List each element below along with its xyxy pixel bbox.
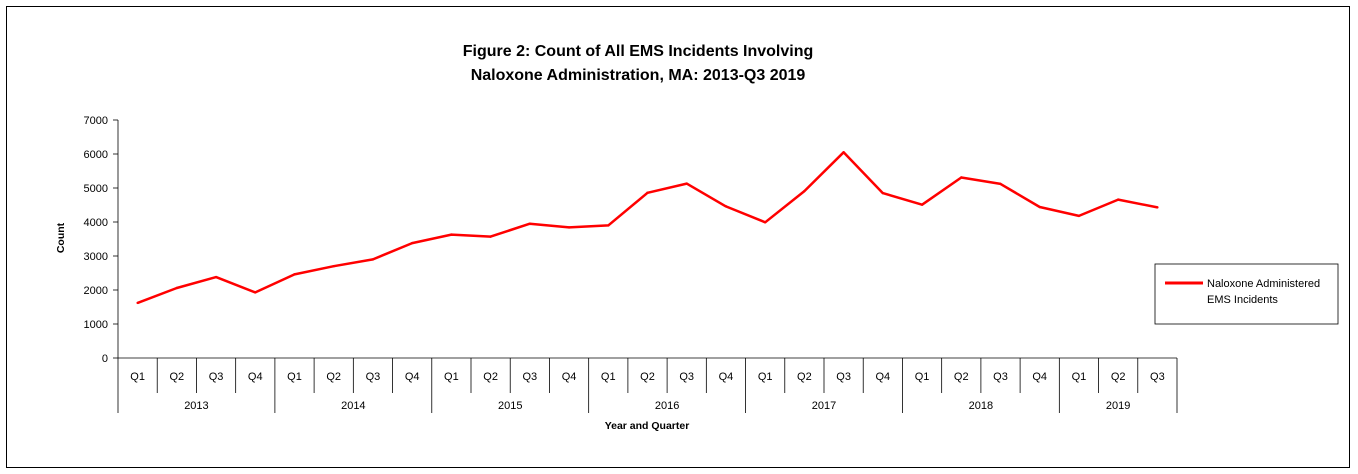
- quarter-tick-label: Q1: [444, 371, 459, 383]
- data-point: [960, 176, 963, 179]
- data-point: [1156, 206, 1159, 209]
- data-point: [567, 226, 571, 229]
- data-point: [803, 189, 806, 193]
- quarter-tick-label: Q4: [405, 371, 420, 383]
- quarter-tick-label: Q2: [1111, 371, 1126, 383]
- quarter-tick-label: Q2: [797, 371, 812, 383]
- data-point: [214, 275, 218, 279]
- y-tick-label: 5000: [84, 183, 108, 195]
- series-line-naloxone: [137, 151, 1158, 305]
- y-tick-label: 3000: [84, 251, 108, 263]
- data-point: [371, 258, 375, 261]
- quarter-tick-label: Q2: [483, 371, 498, 383]
- quarter-tick-label: Q3: [522, 371, 537, 383]
- quarter-tick-label: Q2: [954, 371, 969, 383]
- quarter-tick-label: Q1: [130, 371, 145, 383]
- data-point: [607, 224, 610, 227]
- data-point: [332, 265, 335, 268]
- y-tick-label: 4000: [84, 217, 108, 229]
- y-tick-label: 2000: [84, 285, 108, 297]
- data-point: [1038, 205, 1041, 209]
- x-axis-categories: Q1 Q2 Q3 Q4 Q1 Q2 Q3 Q4 Q1 Q2 Q3 Q4 Q1 Q2 Q3 Q4 Q1 Q2 Q3 Q4…: [117, 358, 1178, 413]
- quarter-tick-label: Q1: [1072, 371, 1087, 383]
- data-point: [881, 191, 885, 195]
- year-tick-label: 2013: [184, 400, 208, 412]
- y-tick-label: 1000: [84, 319, 108, 331]
- data-point: [724, 205, 728, 208]
- data-point: [410, 241, 414, 245]
- quarter-tick-label: Q3: [1150, 371, 1165, 383]
- quarter-tick-label: Q4: [719, 371, 734, 383]
- quarter-tick-label: Q4: [875, 371, 890, 383]
- data-point: [842, 151, 845, 154]
- quarter-tick-label: Q4: [562, 371, 577, 383]
- legend-box: [1154, 263, 1339, 325]
- quarter-tick-label: Q1: [758, 371, 773, 383]
- quarter-tick-label: Q1: [915, 371, 930, 383]
- data-point: [293, 273, 296, 276]
- quarter-tick-label: Q3: [679, 371, 694, 383]
- year-tick-label: 2014: [341, 400, 365, 412]
- quarter-tick-label: Q2: [169, 371, 184, 383]
- legend-label-line-2: EMS Incidents: [1207, 294, 1278, 306]
- data-point: [136, 301, 139, 305]
- chart-title-line-2: Naloxone Administration, MA: 2013-Q3 201…: [471, 67, 806, 84]
- quarter-tick-label: Q3: [366, 371, 381, 383]
- data-point: [1116, 198, 1120, 201]
- quarter-tick-label: Q3: [836, 371, 851, 383]
- data-point: [763, 221, 767, 224]
- quarter-tick-label: Q4: [1032, 371, 1047, 383]
- quarter-tick-label: Q3: [209, 371, 224, 383]
- legend-label-line-1: Naloxone Administered: [1207, 278, 1320, 290]
- y-axis-label: Count: [55, 222, 67, 253]
- y-tick-label: 6000: [84, 149, 108, 161]
- data-point: [489, 235, 492, 238]
- y-axis-ticks: 0 1000 2000 3000 4000 5000 6000 7000: [84, 115, 118, 365]
- data-point: [254, 291, 257, 294]
- data-point: [450, 233, 453, 236]
- axes: [117, 120, 1177, 359]
- chart-title-line-1: Figure 2: Count of All EMS Incidents Inv…: [463, 43, 814, 60]
- year-tick-label: 2016: [655, 400, 679, 412]
- data-point: [685, 182, 688, 185]
- data-point: [1077, 214, 1081, 218]
- year-tick-label: 2017: [812, 400, 836, 412]
- quarter-tick-label: Q3: [993, 371, 1008, 383]
- quarter-tick-label: Q2: [640, 371, 655, 383]
- y-tick-label: 0: [102, 353, 108, 365]
- chart-frame: [6, 6, 1350, 468]
- data-point: [999, 182, 1002, 186]
- quarter-tick-label: Q2: [326, 371, 341, 383]
- quarter-tick-label: Q4: [248, 371, 263, 383]
- legend: Naloxone Administered EMS Incidents: [1154, 263, 1339, 325]
- series-group: [136, 151, 1159, 305]
- data-point: [528, 222, 532, 225]
- y-tick-label: 7000: [84, 115, 108, 127]
- data-point: [646, 191, 649, 194]
- year-tick-label: 2015: [498, 400, 522, 412]
- year-tick-label: 2019: [1106, 400, 1130, 412]
- x-axis-label: Year and Quarter: [605, 420, 690, 432]
- data-point: [175, 286, 179, 290]
- quarter-tick-label: Q1: [287, 371, 302, 383]
- quarter-tick-label: Q1: [601, 371, 616, 383]
- data-point: [920, 203, 924, 206]
- year-tick-label: 2018: [969, 400, 993, 412]
